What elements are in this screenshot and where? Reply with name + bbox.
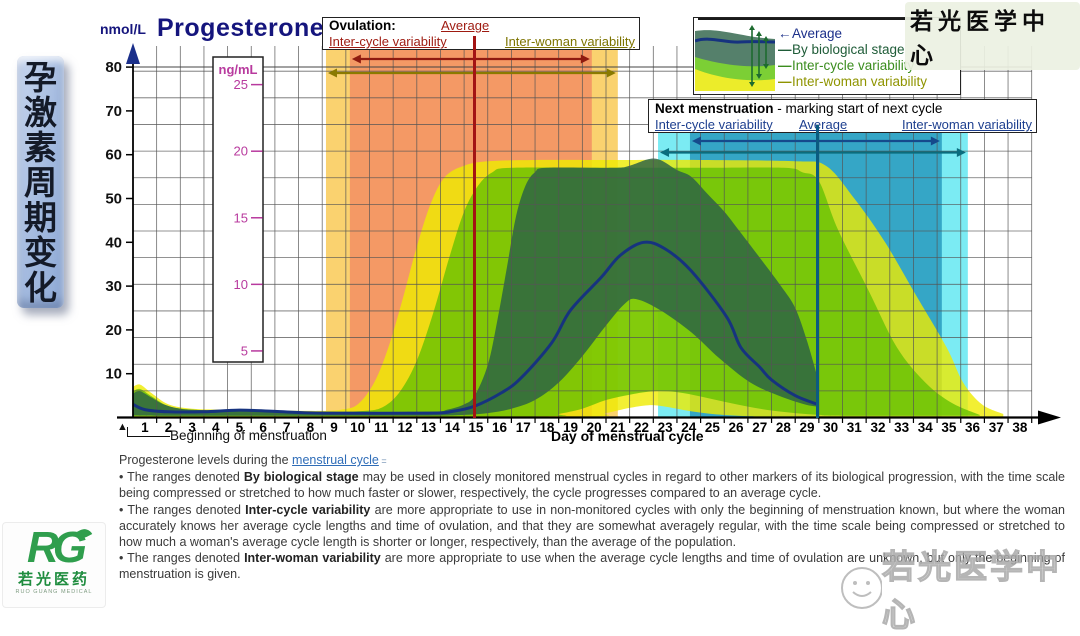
day1-marker-icon: ▲ [117,421,128,433]
svg-text:21: 21 [610,420,626,435]
svg-text:20: 20 [234,144,248,159]
svg-text:37: 37 [989,420,1004,435]
svg-text:50: 50 [105,191,122,208]
logo-name-en: RUO GUANG MEDICAL [15,589,93,595]
svg-text:26: 26 [729,420,745,435]
rg-logo: RG 若光医药 RUO GUANG MEDICAL [2,522,106,608]
svg-text:11: 11 [374,420,389,435]
svg-text:80: 80 [105,59,122,76]
caption-bullet-biological-stage: • The ranges denoted By biological stage… [119,470,1065,501]
svg-text:31: 31 [847,420,863,435]
svg-text:23: 23 [658,420,674,435]
next-menstruation-average-line [816,125,820,418]
svg-text:35: 35 [941,420,957,435]
svg-text:3: 3 [188,420,196,435]
legend-entry-inter-cycle: —Inter-cycle variability [778,58,915,73]
svg-text:18: 18 [539,420,555,435]
ovulation-average-label: Average [441,18,490,33]
next-menstruation-inter-cycle-label: Inter-cycle variability [655,117,773,132]
svg-text:24: 24 [681,420,697,435]
caption-bullet-inter-cycle: • The ranges denoted Inter-cycle variabi… [119,502,1065,550]
svg-text:27: 27 [752,420,767,435]
caption-bullet-inter-woman: • The ranges denoted Inter-woman variabi… [119,551,1065,582]
svg-text:33: 33 [894,420,910,435]
svg-text:15: 15 [234,210,248,225]
svg-text:30: 30 [105,278,122,295]
day1-bracket [127,427,170,437]
legend-sample-chart [695,25,776,91]
figure-caption: Progesterone levels during the menstrual… [119,452,1065,583]
dash-icon: — [778,58,792,73]
logo-name-cn: 若光医药 [17,571,90,588]
svg-text:22: 22 [634,420,649,435]
svg-text:16: 16 [492,420,508,435]
ovulation-inter-woman-label: Inter-woman variability [504,34,635,49]
beginning-of-menstruation-label: Beginning of menstruation [170,428,327,443]
caption-intro: Progesterone levels during the menstrual… [119,453,387,467]
watermark-top-right: 若光医学中心 [905,2,1080,70]
legend-entry-inter-woman: —Inter-woman variability [778,74,928,89]
next-menstruation-average-label: Average [799,117,848,132]
svg-text:5: 5 [236,420,244,435]
next-menstruation-title: Next menstruation - marking start of nex… [655,101,943,116]
svg-text:70: 70 [105,103,122,120]
svg-text:10: 10 [350,420,365,435]
menstrual-cycle-link[interactable]: menstrual cycle [292,453,379,467]
ovulation-inter-cycle-label: Inter-cycle variability [329,34,447,49]
svg-text:6: 6 [259,420,267,435]
ovulation-title: Ovulation: [329,18,396,33]
chart-title: Progesterone [157,14,325,42]
svg-text:4: 4 [212,420,220,435]
svg-text:5: 5 [241,343,248,358]
legend-entry-biological-stage: —By biological stage [778,42,905,57]
svg-text:34: 34 [918,420,934,435]
y-axis-unit-label: nmol/L [100,21,146,37]
svg-text:1: 1 [141,420,149,435]
svg-text:12: 12 [397,420,412,435]
svg-text:14: 14 [445,420,461,435]
svg-text:17: 17 [516,420,531,435]
svg-text:10: 10 [105,366,122,383]
watermark-underline [698,18,924,20]
svg-text:25: 25 [234,77,248,92]
svg-text:38: 38 [1012,420,1028,435]
watermark-bottom-right: 若光医学中心 [838,540,1080,636]
svg-text:20: 20 [105,322,122,339]
ovulation-average-line [473,36,477,418]
svg-text:40: 40 [105,234,122,251]
svg-text:25: 25 [705,420,721,435]
svg-text:9: 9 [330,420,338,435]
ovulation-annotation-box: Ovulation: Average Inter-cycle variabili… [322,17,640,50]
dash-icon: — [778,74,792,89]
next-menstruation-annotation-box: Next menstruation - marking start of nex… [648,99,1037,133]
legend-entry-average: ←Average [778,26,843,41]
svg-text:29: 29 [800,420,815,435]
svg-text:2: 2 [165,420,173,435]
svg-text:15: 15 [468,420,484,435]
svg-text:10: 10 [234,277,248,292]
svg-text:7: 7 [283,420,291,435]
svg-text:32: 32 [870,420,885,435]
svg-text:ng/mL: ng/mL [219,62,258,77]
svg-text:36: 36 [965,420,981,435]
x-axis-title: Day of menstrual cycle [551,428,704,444]
svg-text:13: 13 [421,420,437,435]
svg-text:30: 30 [823,420,838,435]
next-menstruation-inter-woman-label: Inter-woman variability [901,117,1032,132]
svg-text:60: 60 [105,147,122,164]
left-arrow-icon: ← [778,26,792,41]
dash-icon: — [778,42,792,57]
svg-text:19: 19 [563,420,578,435]
side-banner-progesterone-cycle: 孕激素周期变化 [17,56,64,308]
svg-text:8: 8 [307,420,315,435]
svg-text:20: 20 [587,420,602,435]
smiley-face-icon [841,567,882,609]
svg-text:28: 28 [776,420,792,435]
